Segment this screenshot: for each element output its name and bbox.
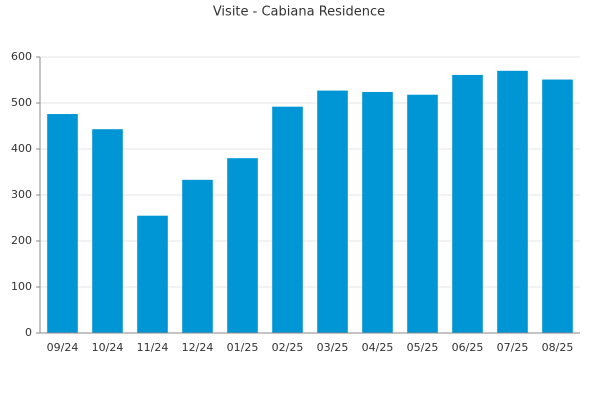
x-tick-label: 04/25 (362, 341, 394, 354)
bar (92, 129, 123, 333)
bar (362, 91, 393, 334)
y-tick-label: 0 (25, 326, 32, 339)
y-tick-label: 400 (11, 142, 32, 155)
bar (227, 158, 258, 333)
bar (497, 70, 528, 334)
y-tick-label: 300 (11, 188, 32, 201)
x-tick-label: 10/24 (92, 341, 124, 354)
bar (272, 106, 303, 334)
bar (137, 215, 168, 333)
x-tick-label: 07/25 (497, 341, 529, 354)
x-tick-label: 05/25 (407, 341, 439, 354)
y-tick-label: 100 (11, 280, 32, 293)
x-tick-label: 09/24 (47, 341, 79, 354)
bar (452, 74, 483, 333)
bar (317, 90, 348, 333)
bar (47, 114, 78, 333)
x-tick-label: 12/24 (182, 341, 214, 354)
chart-title: Visite - Cabiana Residence (213, 5, 385, 20)
x-tick-label: 01/25 (227, 341, 259, 354)
bar (182, 179, 213, 333)
y-tick-label: 200 (11, 234, 32, 247)
x-tick-label: 06/25 (452, 341, 484, 354)
bar (407, 94, 438, 333)
bar (542, 79, 573, 333)
x-tick-label: 08/25 (542, 341, 574, 354)
y-tick-label: 600 (11, 50, 32, 63)
x-tick-label: 11/24 (137, 341, 169, 354)
x-tick-label: 03/25 (317, 341, 349, 354)
y-tick-label: 500 (11, 96, 32, 109)
x-tick-label: 02/25 (272, 341, 304, 354)
